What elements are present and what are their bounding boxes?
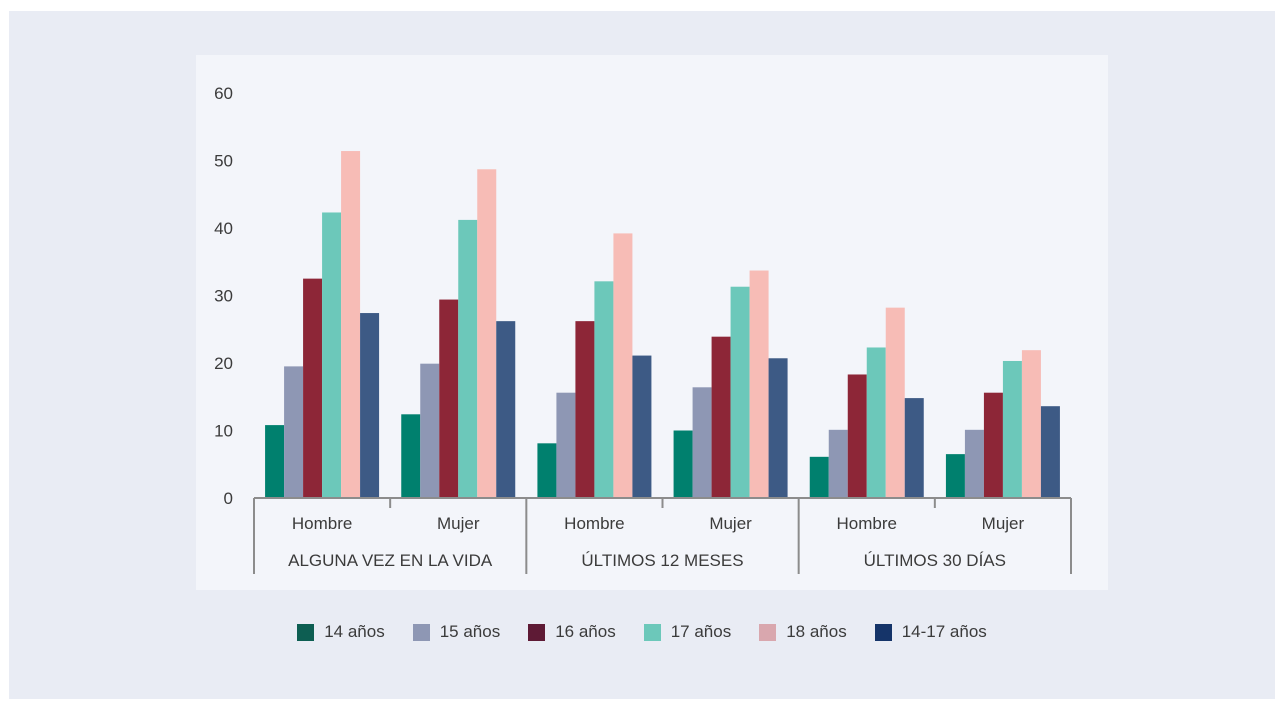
- bar-14-17-años-1: [496, 321, 516, 498]
- legend-item: 15 años: [412, 622, 501, 642]
- bar-18-años-4: [885, 307, 905, 498]
- legend-swatch: [874, 623, 892, 641]
- bar-18-años-2: [613, 233, 633, 498]
- bar-14-años-4: [809, 456, 829, 498]
- legend-item: 14-17 años: [874, 622, 987, 642]
- bar-15-años-4: [828, 429, 848, 498]
- legend-swatch: [759, 623, 777, 641]
- bar-18-años-1: [477, 169, 497, 498]
- bar-18-años-3: [749, 270, 769, 498]
- bar-15-años-2: [556, 392, 576, 498]
- bar-14-años-3: [673, 430, 693, 498]
- y-tick-label: 50: [214, 152, 233, 171]
- bar-17-años-0: [322, 212, 342, 499]
- bar-14-17-años-4: [904, 398, 924, 498]
- y-axis: 0 10 20 30 40 50 60: [214, 84, 233, 508]
- bar-18-años-0: [341, 151, 361, 499]
- bar-15-años-1: [420, 363, 440, 498]
- bar-15-años-5: [964, 429, 984, 498]
- legend-item: 16 años: [528, 622, 616, 642]
- x-group-label: ÚLTIMOS 30 DÍAS: [864, 551, 1006, 570]
- x-category-label: Hombre: [292, 514, 352, 533]
- x-category-label: Mujer: [437, 514, 480, 533]
- x-group-label: ALGUNA VEZ EN LA VIDA: [288, 551, 493, 570]
- bar-14-años-1: [401, 414, 421, 498]
- bar-17-años-2: [594, 281, 614, 498]
- legend-item: 18 años: [759, 622, 847, 642]
- x-group-label: ÚLTIMOS 12 MESES: [581, 551, 743, 570]
- x-axis: Hombre Mujer ALGUNA VEZ EN LA VIDA Hombre Mu…: [253, 497, 1072, 574]
- bar-16-años-1: [439, 299, 459, 498]
- legend-label: 14 años: [324, 622, 385, 641]
- legend: 14 años 15 años 16 años 17 años 18 años 14-17…: [0, 622, 1284, 642]
- x-category-label: Hombre: [837, 514, 897, 533]
- bar-14-años-0: [265, 425, 285, 498]
- bar-17-años-3: [730, 286, 750, 498]
- x-category-label: Hombre: [564, 514, 624, 533]
- legend-label: 15 años: [439, 622, 501, 641]
- legend-label: 16 años: [555, 622, 616, 641]
- bar-16-años-4: [847, 374, 867, 498]
- bar-14-17-años-0: [360, 313, 380, 498]
- bar-18-años-5: [1021, 350, 1041, 498]
- x-category-label: Mujer: [982, 514, 1025, 533]
- bar-15-años-3: [692, 387, 712, 498]
- bar-14-años-2: [537, 443, 557, 498]
- y-tick-label: 60: [214, 84, 233, 103]
- y-tick-label: 0: [224, 489, 233, 508]
- legend-item: 14 años: [297, 622, 385, 642]
- legend-swatch: [297, 623, 315, 641]
- legend-label: 18 años: [786, 622, 847, 641]
- legend-item: 17 años: [643, 622, 732, 642]
- bar-17-años-5: [1002, 360, 1022, 498]
- legend-swatch: [528, 623, 546, 641]
- y-tick-label: 20: [214, 354, 233, 373]
- x-category-label: Mujer: [709, 514, 752, 533]
- bars: [265, 151, 1060, 499]
- bar-16-años-3: [711, 336, 731, 498]
- bar-14-17-años-5: [1040, 406, 1060, 498]
- legend-label: 17 años: [670, 622, 732, 641]
- y-tick-label: 30: [214, 287, 233, 306]
- bar-17-años-4: [866, 347, 886, 498]
- bar-17-años-1: [458, 219, 478, 498]
- bar-14-años-5: [945, 454, 965, 499]
- bar-15-años-0: [284, 366, 304, 499]
- bar-14-17-años-3: [768, 358, 788, 498]
- bar-16-años-0: [303, 278, 323, 499]
- bar-14-17-años-2: [632, 355, 652, 498]
- legend-label: 14-17 años: [901, 622, 987, 641]
- legend-swatch: [412, 623, 430, 641]
- bar-16-años-2: [575, 321, 595, 498]
- y-tick-label: 10: [214, 422, 233, 441]
- legend-swatch: [643, 623, 661, 641]
- bar-16-años-5: [983, 392, 1003, 498]
- y-tick-label: 40: [214, 219, 233, 238]
